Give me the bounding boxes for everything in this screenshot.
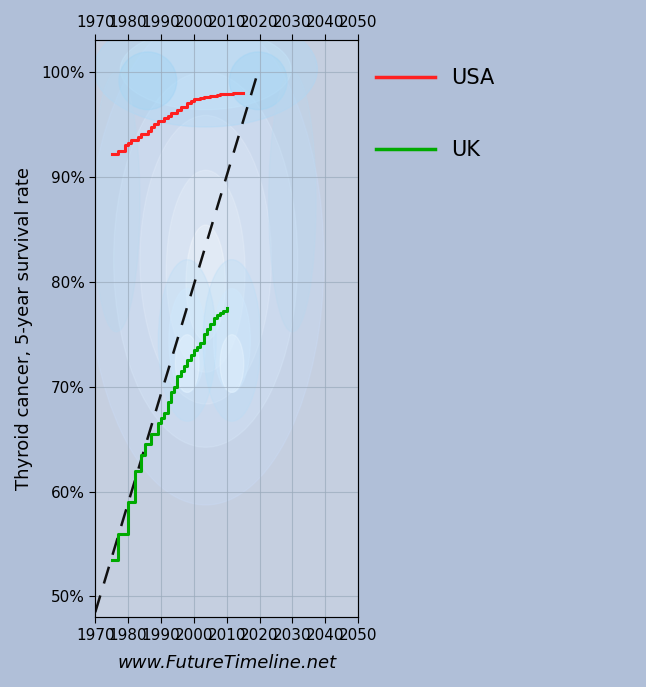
Ellipse shape [229,52,287,110]
Ellipse shape [114,72,298,447]
Ellipse shape [119,52,177,110]
Ellipse shape [140,115,271,404]
Ellipse shape [176,335,199,392]
Ellipse shape [166,170,245,372]
Ellipse shape [158,260,216,421]
Ellipse shape [214,289,251,392]
Legend: USA, UK: USA, UK [377,68,495,160]
Ellipse shape [94,12,317,127]
Ellipse shape [87,14,324,505]
Y-axis label: Thyroid cancer, 5-year survival rate: Thyroid cancer, 5-year survival rate [15,168,33,491]
Ellipse shape [92,72,140,332]
Ellipse shape [269,72,316,332]
Ellipse shape [186,225,225,341]
Ellipse shape [220,335,244,392]
X-axis label: www.FutureTimeline.net: www.FutureTimeline.net [117,654,337,672]
Ellipse shape [169,289,205,392]
Ellipse shape [203,260,261,421]
Ellipse shape [120,29,291,110]
